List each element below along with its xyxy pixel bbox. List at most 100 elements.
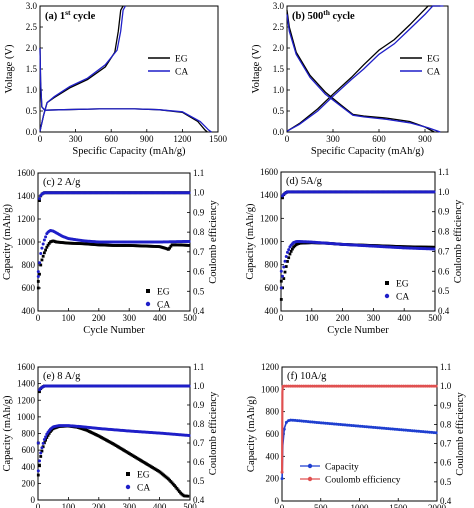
capacity-point	[174, 485, 178, 489]
y-axis-label: Capacity (mAh/g)	[2, 395, 13, 472]
legend-swatch-ca	[145, 301, 151, 307]
efficiency-points-ca	[36, 191, 191, 274]
y-right-tick-label: 0.8	[193, 227, 205, 237]
efficiency-points-eg	[279, 190, 436, 283]
capacity-point	[282, 277, 286, 280]
x-tick-label: 300	[122, 502, 136, 508]
capacity-point	[287, 248, 291, 252]
y-right-tick-label: 0.6	[440, 458, 452, 468]
series-line-eg	[286, 10, 435, 133]
efficiency-points-ca	[279, 190, 436, 273]
y-right-tick-label: 0.9	[193, 207, 205, 217]
capacity-point	[38, 272, 41, 276]
y-axis-label: Voltage (V)	[251, 44, 262, 94]
panel-label: (f) 10A/g	[287, 371, 327, 382]
capacity-point	[286, 260, 289, 263]
y-tick-label: 0	[275, 496, 280, 506]
y-tick-label: 1200	[17, 214, 36, 224]
y-right-tick-label: 0.5	[193, 476, 205, 486]
x-tick-label: 400	[153, 313, 167, 323]
y-tick-label: 1400	[260, 190, 279, 200]
x-tick-label: 300	[326, 134, 340, 144]
y-right-tick-label: 0.7	[193, 247, 205, 257]
efficiency-point	[187, 191, 191, 195]
panel-d-cycling: 0 100 200 300 400 500 400 600 800 1000 1200 1400 160…	[245, 167, 464, 336]
capacity-point	[284, 265, 288, 268]
y-tick-label: 1000	[261, 384, 280, 394]
y-tick-label: 1.0	[26, 85, 38, 95]
y-tick-label: 1000	[17, 237, 36, 247]
x-tick-label: 1500	[389, 503, 408, 508]
y-tick-label: 1600	[17, 168, 36, 178]
capacity-point	[177, 490, 181, 493]
capacity-point	[36, 473, 40, 477]
x-tick-label: 0	[38, 134, 43, 144]
efficiency-points-eg	[36, 191, 191, 283]
capacity-point	[40, 258, 44, 262]
legend-swatch-ca	[125, 484, 131, 490]
x-tick-label: 0	[36, 502, 41, 508]
y-tick-label: 600	[266, 429, 280, 439]
efficiency-point	[36, 280, 40, 283]
x-tick-label: 900	[140, 134, 154, 144]
capacity-point	[42, 238, 46, 242]
panel-a-first-cycle: 0 300 600 900 1200 1500 0.0 0.5 1.0 1.5 2.0 2.5 3.0 S…	[4, 1, 228, 157]
legend-label-eg: EG	[175, 55, 188, 65]
series-line-eg	[39, 5, 124, 132]
y-tick-label: 0.5	[26, 106, 38, 116]
y-axis-label: Capacity (mAh/g)	[245, 203, 256, 280]
capacity-points-eg	[36, 239, 191, 290]
y-right-tick-label: 1.0	[440, 381, 452, 391]
y-tick-label: 1.5	[273, 64, 285, 74]
y-tick-label: 1000	[260, 237, 279, 247]
capacity-point	[44, 435, 48, 439]
y-tick-label: 3.0	[26, 1, 38, 11]
legend-swatch-ca	[384, 293, 390, 299]
efficiency-point	[432, 190, 436, 194]
series-line-ca	[286, 5, 444, 132]
efficiency-point	[36, 441, 40, 445]
capacity-points-ca	[36, 229, 191, 278]
capacity-point	[168, 246, 172, 250]
capacity-point	[186, 494, 190, 498]
panel-b-500th-cycle: 0 300 600 900 0.0 0.5 1.0 1.5 2.0 2.5 3.0 Specific …	[251, 1, 449, 157]
x-tick-label: 200	[92, 313, 106, 323]
y-tick-label: 1200	[261, 362, 280, 372]
capacity-point	[36, 469, 40, 473]
y-tick-label: 1200	[17, 395, 36, 405]
y-tick-label: 2.5	[26, 22, 38, 32]
panel-label-rest: cycle	[330, 11, 355, 22]
series-line-ca	[286, 14, 441, 133]
efficiency-point	[281, 196, 284, 200]
capacity-point	[40, 246, 44, 250]
capacity-point	[36, 286, 40, 290]
capacity-point	[187, 239, 191, 243]
legend-label-eg: EG	[157, 288, 170, 298]
efficiency-point	[279, 269, 283, 273]
y-right-tick-label: 0.7	[193, 438, 205, 448]
efficiency-points-eg	[36, 384, 190, 445]
capacity-point	[283, 259, 287, 263]
legend-swatch-coulomb-efficiency	[307, 476, 313, 482]
y-tick-label: 800	[265, 260, 279, 270]
capacity-point	[36, 275, 40, 278]
x-tick-label: 100	[305, 313, 319, 323]
capacity-point	[40, 446, 44, 450]
panel-c-cycling: 0 100 200 300 400 500 400 600 800 1000 1200 1400 160…	[2, 168, 219, 336]
y-right-tick-label: 1.1	[438, 167, 449, 177]
efficiency-point	[187, 384, 191, 388]
capacity-point	[47, 241, 51, 245]
efficiency-points-ca	[36, 384, 191, 445]
legend-label-eg: EG	[137, 471, 150, 481]
panel-label-superscript: st	[65, 8, 71, 17]
y-tick-label: 2.0	[26, 43, 38, 53]
y-tick-label: 0.0	[26, 127, 38, 137]
capacity-point	[432, 247, 436, 251]
y-tick-label: 600	[22, 283, 36, 293]
capacity-point	[279, 286, 283, 290]
capacity-point	[285, 250, 289, 254]
x-tick-label: 500	[314, 503, 328, 508]
legend-label-eg: EG	[427, 55, 440, 65]
capacity-point	[44, 235, 48, 239]
